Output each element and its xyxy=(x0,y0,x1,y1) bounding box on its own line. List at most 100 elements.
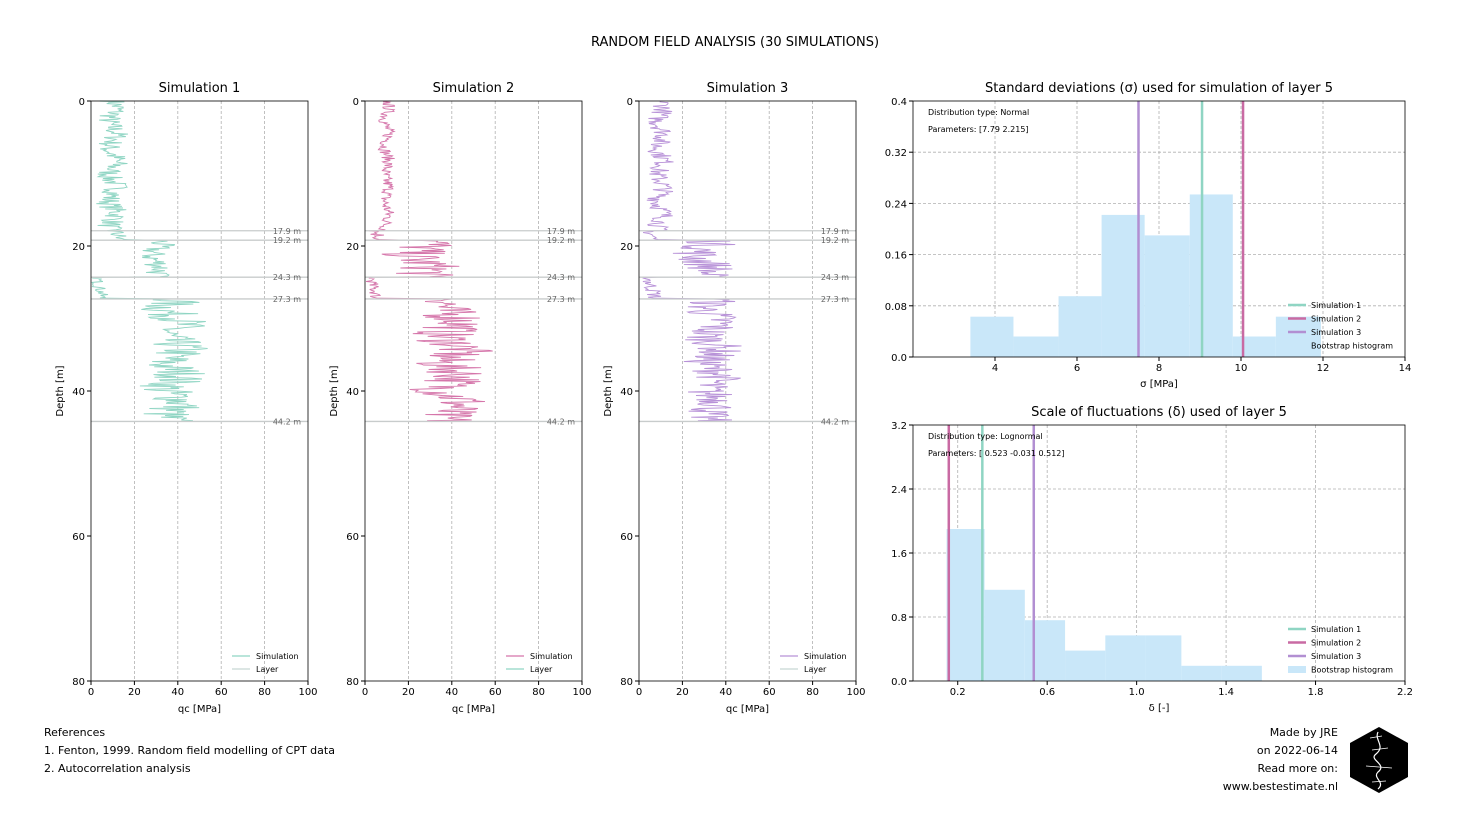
y-tick-label: 0.24 xyxy=(885,199,907,210)
y-axis-label: Depth [m] xyxy=(329,365,340,416)
x-tick-label: 4 xyxy=(992,363,998,374)
y-tick-label: 0 xyxy=(353,97,359,108)
legend-label: Simulation xyxy=(804,652,847,661)
x-tick-label: 12 xyxy=(1317,363,1330,374)
y-tick-label: 2.4 xyxy=(891,485,907,496)
layer-boundary-label: 19.2 m xyxy=(821,236,849,245)
references-title: References xyxy=(44,726,106,739)
x-tick-label: 80 xyxy=(258,687,271,698)
y-tick-label: 20 xyxy=(620,242,633,253)
x-tick-label: 20 xyxy=(128,687,141,698)
histogram-bar xyxy=(1189,194,1233,357)
distribution-annotation: Parameters: [7.79 2.215] xyxy=(928,125,1029,134)
y-tick-label: 60 xyxy=(346,532,359,543)
legend-label: Simulation 3 xyxy=(1311,328,1361,337)
y-tick-label: 3.2 xyxy=(891,421,907,432)
histogram-bar xyxy=(946,529,985,681)
x-axis-label: qᴄ [MPa] xyxy=(178,704,221,715)
legend-label: Simulation 2 xyxy=(1311,639,1361,648)
histogram-bar xyxy=(1275,316,1321,357)
layer-boundary-label: 19.2 m xyxy=(547,236,575,245)
simulation-line xyxy=(366,100,493,422)
y-tick-label: 0 xyxy=(627,97,633,108)
legend-label: Simulation 2 xyxy=(1311,315,1361,324)
histogram-bar xyxy=(1058,296,1102,357)
y-tick-label: 0.8 xyxy=(891,613,907,624)
histogram-chart-2: 0.2 0.6 1.0 1.4 1.8 2.2 0.0 0.8 1.6 2.4 3.2 Scale o… xyxy=(891,405,1413,714)
x-tick-label: 40 xyxy=(719,687,732,698)
chart-title: Simulation 1 xyxy=(159,81,241,96)
x-tick-label: 6 xyxy=(1074,363,1080,374)
legend-label: Bootstrap histogram xyxy=(1311,342,1393,351)
y-tick-label: 40 xyxy=(620,387,633,398)
x-tick-label: 1.8 xyxy=(1308,687,1324,698)
x-tick-label: 0 xyxy=(636,687,642,698)
chart-title: Standard deviations (σ) used for simulat… xyxy=(985,81,1333,96)
x-tick-label: 100 xyxy=(572,687,591,698)
layer-boundary-label: 44.2 m xyxy=(821,417,849,426)
chart-title: Simulation 2 xyxy=(433,81,515,96)
x-tick-label: 14 xyxy=(1399,363,1412,374)
histogram-bar xyxy=(970,316,1014,357)
x-tick-label: 10 xyxy=(1235,363,1248,374)
distribution-annotation: Distribution type: Normal xyxy=(928,108,1029,117)
y-tick-label: 80 xyxy=(620,677,633,688)
x-tick-label: 40 xyxy=(171,687,184,698)
legend-label: Simulation 1 xyxy=(1311,301,1361,310)
layer-boundary-label: 17.9 m xyxy=(821,227,849,236)
distribution-annotation: Parameters: [ 0.523 -0.031 0.512] xyxy=(928,449,1065,458)
legend-label: Layer xyxy=(530,665,553,674)
legend-label: Simulation 1 xyxy=(1311,625,1361,634)
x-tick-label: 80 xyxy=(806,687,819,698)
legend-label: Bootstrap histogram xyxy=(1311,666,1393,675)
layer-boundary-label: 24.3 m xyxy=(273,273,301,282)
x-tick-label: 20 xyxy=(676,687,689,698)
layer-boundary-label: 24.3 m xyxy=(821,273,849,282)
profile-chart-2: 17.9 m19.2 m 24.3 m 27.3 m 44.2 m 0 20 40 60 80 1… xyxy=(329,81,592,715)
histogram-bar xyxy=(1105,635,1146,681)
credit-read-more: Read more on: xyxy=(1257,762,1338,775)
credit-website[interactable]: www.bestestimate.nl xyxy=(1222,780,1338,793)
figure-title: RANDOM FIELD ANALYSIS (30 SIMULATIONS) xyxy=(591,35,879,50)
y-tick-label: 0.32 xyxy=(885,148,907,159)
layer-boundary-label: 27.3 m xyxy=(821,295,849,304)
chart-title: Scale of fluctuations (δ) used of layer … xyxy=(1031,405,1287,420)
y-axis-label: Depth [m] xyxy=(55,365,66,416)
histogram-bar xyxy=(1181,665,1222,681)
bestestimate-logo-icon xyxy=(1350,727,1408,793)
layer-boundary-label: 44.2 m xyxy=(547,417,575,426)
x-tick-label: 80 xyxy=(532,687,545,698)
histogram-bar xyxy=(1145,635,1182,681)
x-tick-label: 60 xyxy=(763,687,776,698)
y-tick-label: 0 xyxy=(79,97,85,108)
histogram-bar xyxy=(1065,650,1106,681)
layer-boundary-label: 17.9 m xyxy=(547,227,575,236)
x-tick-label: 40 xyxy=(445,687,458,698)
legend-label: Layer xyxy=(804,665,827,674)
references-block: References 1. Fenton, 1999. Random field… xyxy=(44,724,335,778)
y-tick-label: 0.08 xyxy=(885,302,907,313)
simulation-line xyxy=(642,100,742,422)
legend-swatch xyxy=(1288,666,1306,673)
simulation-line xyxy=(91,100,208,422)
layer-boundary-label: 44.2 m xyxy=(273,417,301,426)
x-axis-label: qᴄ [MPa] xyxy=(726,704,769,715)
y-axis-label: Depth [m] xyxy=(603,365,614,416)
x-tick-label: 2.2 xyxy=(1397,687,1413,698)
layer-boundary-label: 27.3 m xyxy=(547,295,575,304)
x-tick-label: 0 xyxy=(362,687,368,698)
layer-boundary-label: 27.3 m xyxy=(273,295,301,304)
x-tick-label: 1.0 xyxy=(1129,687,1145,698)
x-tick-label: 60 xyxy=(215,687,228,698)
x-tick-label: 20 xyxy=(402,687,415,698)
y-tick-label: 40 xyxy=(346,387,359,398)
profile-chart-3: 17.9 m19.2 m 24.3 m 27.3 m 44.2 m 0 20 40 60 80 1… xyxy=(603,81,866,715)
legend-swatch xyxy=(1288,342,1306,349)
x-tick-label: 100 xyxy=(298,687,317,698)
x-tick-label: 0.2 xyxy=(950,687,966,698)
x-axis-label: δ [-] xyxy=(1149,703,1170,714)
histogram-bar xyxy=(984,589,1025,681)
layer-boundary-label: 17.9 m xyxy=(273,227,301,236)
y-tick-label: 0.0 xyxy=(891,677,907,688)
y-tick-label: 40 xyxy=(72,387,85,398)
